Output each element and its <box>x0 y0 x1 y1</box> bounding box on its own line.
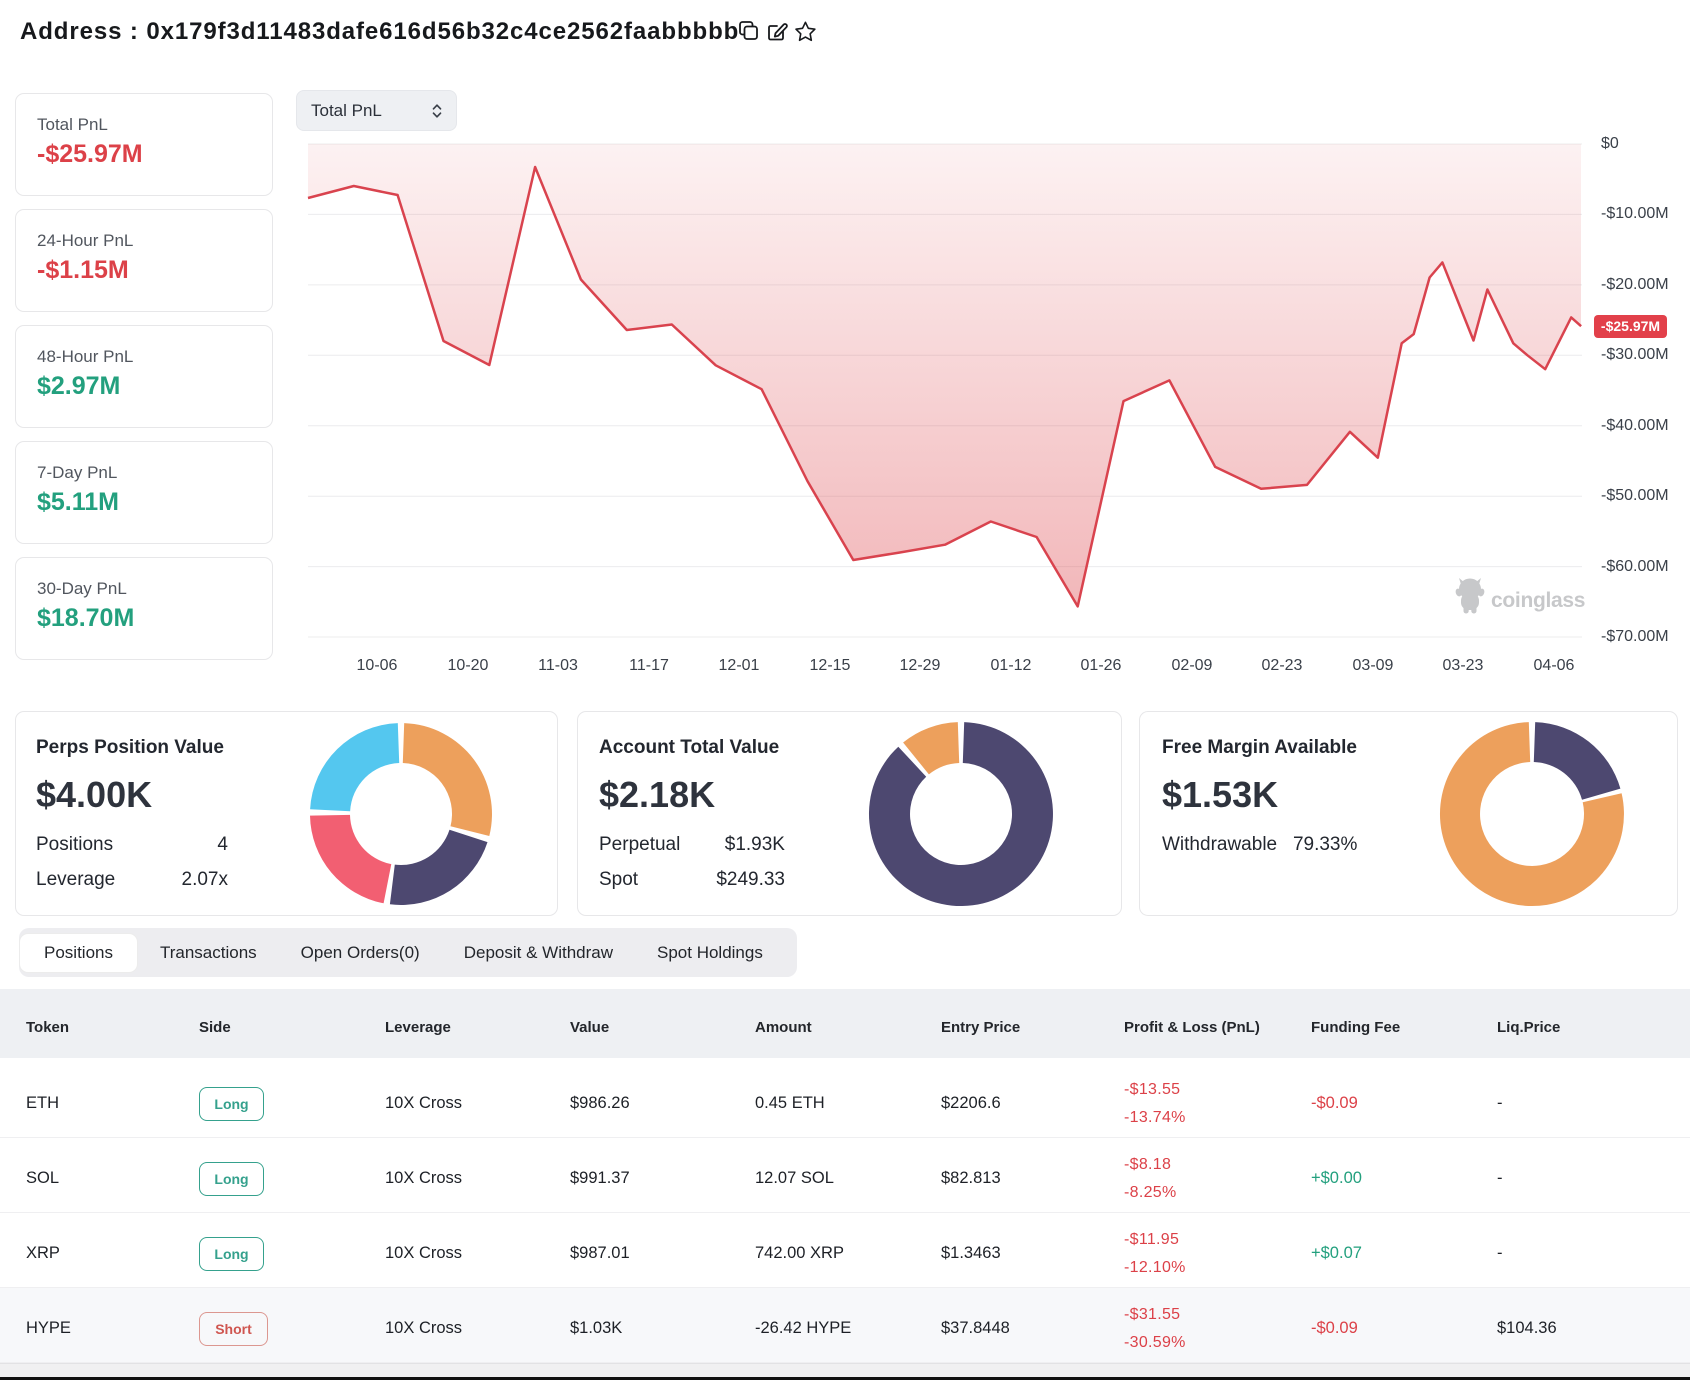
svg-text:coinglass: coinglass <box>1491 589 1585 612</box>
